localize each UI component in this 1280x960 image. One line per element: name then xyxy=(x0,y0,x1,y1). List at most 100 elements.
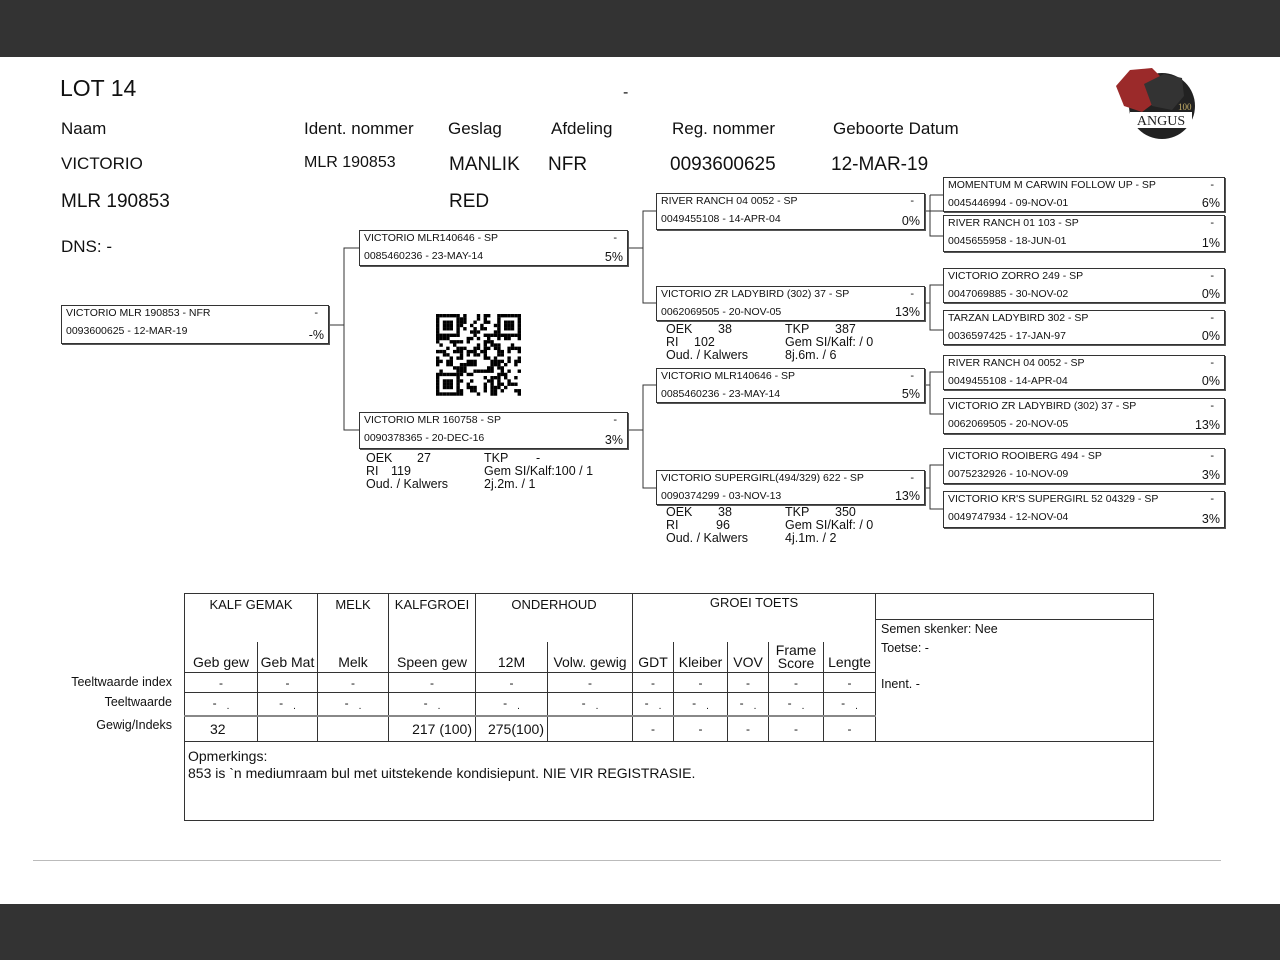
pedigree-box-g3-3: TARZAN LADYBIRD 302 - SP - 0036597425 - 17… xyxy=(943,310,1225,345)
teeltwaarde-cell: - xyxy=(279,695,284,710)
remarks-text: 853 is `n mediumraam bul met uitstekende… xyxy=(188,765,696,781)
percentage: 13% xyxy=(894,305,920,319)
index-cell: - xyxy=(673,672,729,693)
dash: - xyxy=(1210,450,1214,462)
bottom-bar xyxy=(0,904,1280,960)
teeltwaarde-cell: - xyxy=(344,695,349,710)
column-header: 12M xyxy=(475,641,549,673)
animal-name: VICTORIO MLR140646 - SP xyxy=(661,370,796,382)
pedigree-box-g3-0: MOMENTUM M CARWIN FOLLOW UP - SP - 0045446… xyxy=(943,177,1225,212)
gem-si-kalf: Gem SI/Kalf: / 0 xyxy=(785,335,874,349)
reg-date: 0090374299 - 03-NOV-13 xyxy=(661,490,782,502)
dash: - xyxy=(613,414,617,426)
gewig-cell: 217 (100) xyxy=(388,715,477,742)
group-kalfgroei: KALFGROEI xyxy=(388,593,477,642)
dash: - xyxy=(1210,357,1214,369)
top-bar xyxy=(0,0,1280,57)
ri-value: 102 xyxy=(694,335,715,349)
animal-name2: MLR 190853 xyxy=(61,191,170,212)
percentage: 3% xyxy=(604,433,623,447)
animal-geslag: MANLIK xyxy=(449,154,520,175)
group-groei-toets: GROEI TOETS xyxy=(632,593,877,642)
dash: - xyxy=(1210,312,1214,324)
pedigree-box-dam: VICTORIO MLR 160758 - SP - 0090378365 - 20… xyxy=(359,412,628,449)
animal-kleur: RED xyxy=(449,191,490,212)
oud-label: Oud. / Kalwers xyxy=(666,348,748,362)
percentage: 0% xyxy=(901,214,920,228)
index-cell: - xyxy=(184,672,258,693)
percentage: 13% xyxy=(1194,418,1220,432)
geslag-label: Geslag xyxy=(448,119,502,138)
dash: - xyxy=(1210,400,1214,412)
row-label-teeltwaarde: Teeltwaarde xyxy=(104,695,172,709)
divider xyxy=(33,860,1221,861)
remarks-label: Opmerkings: xyxy=(188,748,268,764)
naam-label: Naam xyxy=(61,119,107,138)
percentage: 3% xyxy=(1201,468,1220,482)
index-cell: - xyxy=(768,672,825,693)
animal-name: VICTORIO KR'S SUPERGIRL 52 04329 - SP xyxy=(948,493,1159,505)
index-cell: - xyxy=(317,672,390,693)
teeltwaarde-cell: - xyxy=(692,695,697,710)
percentage: 0% xyxy=(1201,329,1220,343)
ident-label: Ident. nommer xyxy=(304,119,414,138)
dot: . xyxy=(753,700,757,712)
percentage: -% xyxy=(308,328,324,342)
teeltwaarde-cell: - xyxy=(841,695,846,710)
gewig-cell xyxy=(256,715,319,742)
index-cell: - xyxy=(727,672,770,693)
dns: DNS: - xyxy=(61,237,112,256)
gewig-cell: - xyxy=(673,715,729,742)
reg-date: 0090378365 - 20-DEC-16 xyxy=(364,432,485,444)
afdeling-label: Afdeling xyxy=(551,119,613,138)
dot: . xyxy=(658,700,662,712)
dash: - xyxy=(910,288,914,300)
animal-name: VICTORIO MLR140646 - SP xyxy=(364,232,499,244)
animal-name: VICTORIO ZORRO 249 - SP xyxy=(948,270,1084,282)
index-cell: - xyxy=(475,672,549,693)
reg-date: 0062069505 - 20-NOV-05 xyxy=(661,306,782,318)
percentage: 0% xyxy=(1201,287,1220,301)
dash: - xyxy=(910,370,914,382)
column-header: Geb gew xyxy=(184,641,258,673)
dot: . xyxy=(293,700,296,712)
column-header: VOV xyxy=(727,641,770,673)
animal-name: VICTORIO ZR LADYBIRD (302) 37 - SP xyxy=(661,288,850,300)
dash: - xyxy=(1210,179,1214,191)
tkp-value: 387 xyxy=(835,322,856,336)
dot: . xyxy=(517,700,520,712)
teeltwaarde-cell: - xyxy=(423,695,428,710)
index-cell: - xyxy=(388,672,477,693)
animal-name: RIVER RANCH 04 0052 - SP xyxy=(661,195,798,207)
tkp-label: TKP xyxy=(484,451,509,465)
column-header: Volw. gewig xyxy=(547,641,634,673)
ri-value: 119 xyxy=(391,464,411,478)
oud-value: 4j.1m. / 2 xyxy=(785,531,837,545)
teeltwaarde-cell: - xyxy=(644,695,649,710)
ri-label: RI xyxy=(666,518,679,532)
pedigree-box-ds: VICTORIO MLR140646 - SP - 0085460236 - 23-… xyxy=(656,368,925,403)
teeltwaarde-cell: - xyxy=(787,695,792,710)
animal-name: RIVER RANCH 04 0052 - SP xyxy=(948,357,1085,369)
tkp-value: 350 xyxy=(835,505,856,519)
percentage: 0% xyxy=(1201,374,1220,388)
dot: . xyxy=(706,700,709,712)
dot: . xyxy=(855,700,858,712)
dash: - xyxy=(1210,270,1214,282)
percentage: 1% xyxy=(1201,236,1220,250)
reg-date: 0085460236 - 23-MAY-14 xyxy=(364,250,484,262)
teeltwaarde-cell: - xyxy=(212,695,217,710)
pedigree-box-g3-2: VICTORIO ZORRO 249 - SP - 0047069885 - 30-… xyxy=(943,268,1225,303)
dash: - xyxy=(910,195,914,207)
column-header: Speen gew xyxy=(388,641,477,673)
row-label-index: Teeltwaarde index xyxy=(71,675,172,689)
pedigree-box-g3-1: RIVER RANCH 01 103 - SP - 0045655958 - 18-… xyxy=(943,215,1225,252)
pedigree-box-g3-6: VICTORIO ROOIBERG 494 - SP - 0075232926 - … xyxy=(943,448,1225,484)
percentage: 6% xyxy=(1201,196,1220,210)
teeltwaarde-cell: - xyxy=(581,695,586,710)
percentage: 13% xyxy=(894,489,920,503)
dash: - xyxy=(314,307,318,319)
animal-afdeling: NFR xyxy=(548,154,588,175)
ri-value: 96 xyxy=(716,518,730,532)
lot-title: LOT 14 xyxy=(60,75,137,101)
